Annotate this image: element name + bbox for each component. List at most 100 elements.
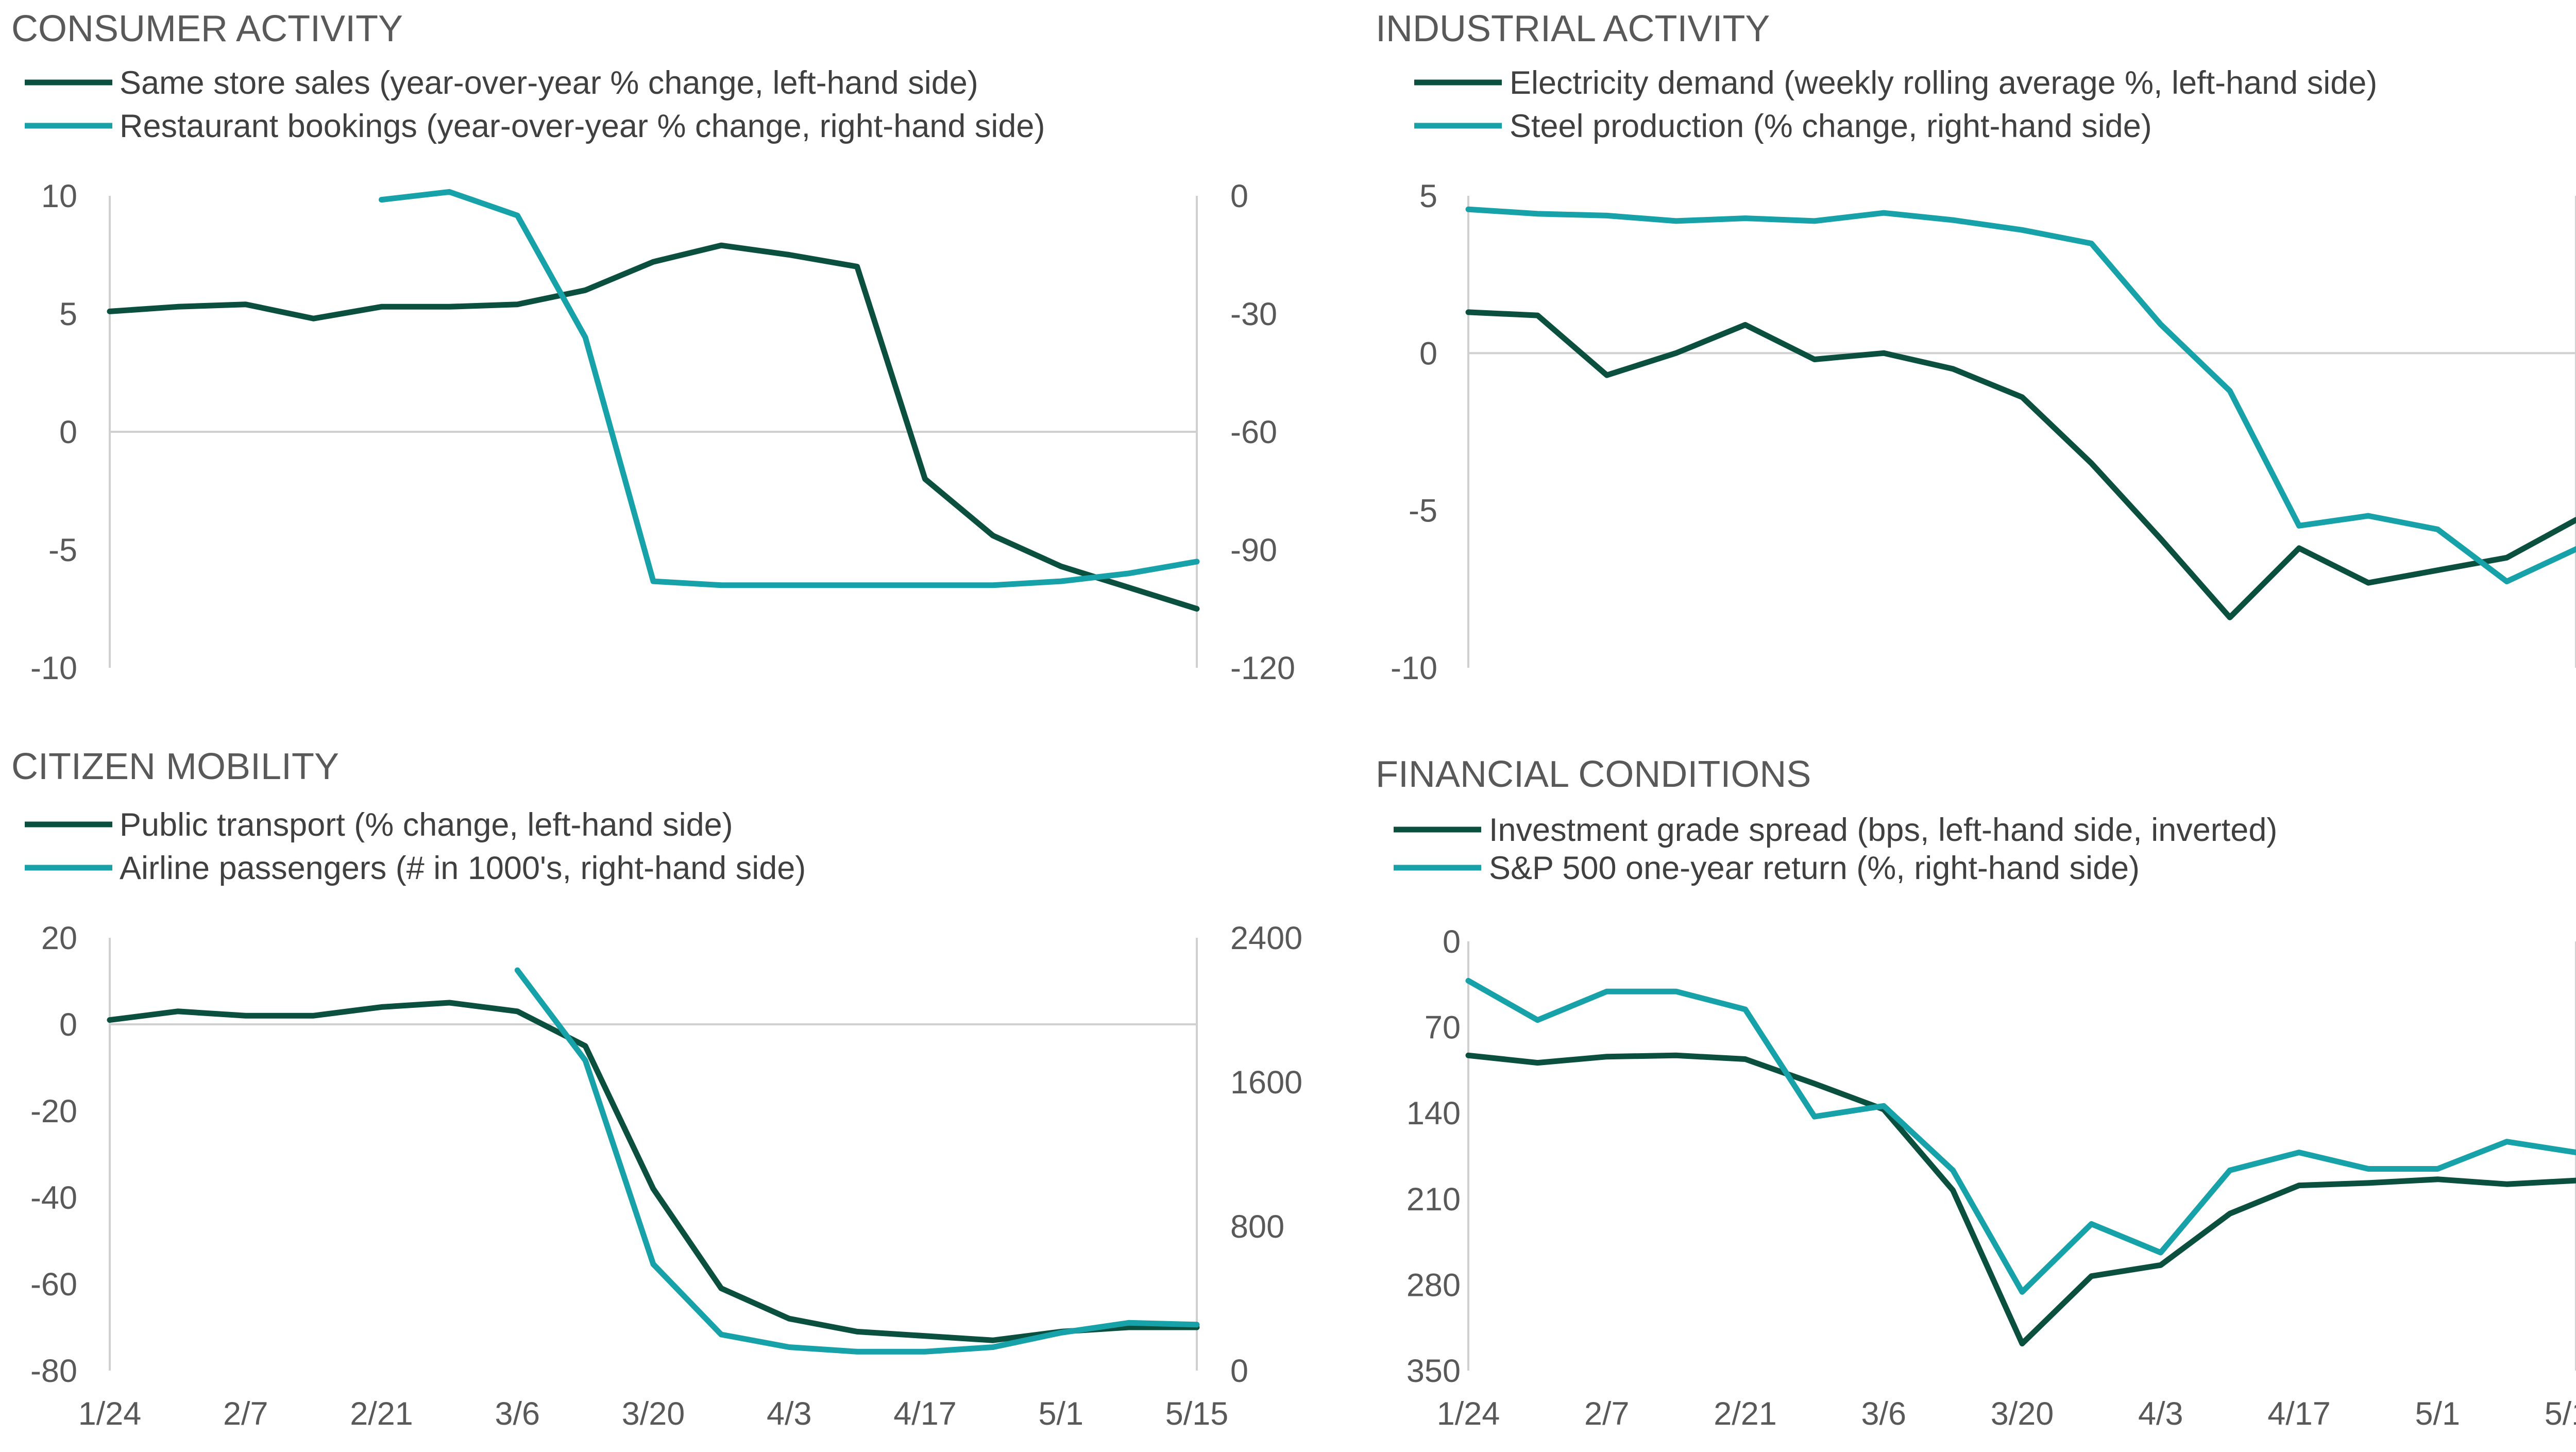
data-point	[1059, 1331, 1063, 1335]
data-point	[2574, 1151, 2576, 1154]
data-point	[1812, 219, 1816, 223]
plot-area: 10 5 0 -5 -10 0 -30 -60 -90 -120	[30, 178, 1295, 686]
data-point	[1674, 351, 1678, 355]
data-point	[1127, 586, 1131, 589]
data-point	[1743, 1007, 1747, 1011]
right-tick-label: -30	[1230, 296, 1277, 332]
data-point	[380, 305, 383, 309]
data-point	[652, 580, 655, 583]
data-point	[1882, 351, 1886, 355]
data-point	[2574, 1179, 2576, 1183]
left-tick-label: -5	[1409, 493, 1437, 529]
chart-financial-conditions: FINANCIAL CONDITIONS Investment grade sp…	[1376, 754, 2576, 1432]
right-tick-label: -60	[1230, 414, 1277, 450]
left-tick-label: 210	[1406, 1181, 1461, 1218]
data-point	[1882, 211, 1886, 215]
data-point	[2574, 518, 2576, 521]
data-point	[1536, 212, 1539, 215]
data-point	[1467, 208, 1470, 211]
chart-title: CONSUMER ACTIVITY	[11, 8, 403, 49]
left-tick-label: -60	[30, 1267, 77, 1303]
x-tick-label: 1/24	[1437, 1396, 1500, 1432]
data-point	[1536, 314, 1539, 317]
data-point	[516, 214, 519, 217]
left-tick-label: 0	[1419, 335, 1437, 372]
data-point	[1951, 367, 1955, 370]
right-tick-label: 2400	[1230, 920, 1302, 956]
data-point	[108, 1018, 111, 1022]
x-tick-label: 2/21	[350, 1396, 413, 1432]
left-tick-label: 0	[1443, 924, 1461, 960]
data-point	[1605, 214, 1608, 217]
plot-area: 07014021028035030150-15-301/242/72/213/6…	[1406, 924, 2576, 1432]
right-tick-label: 0	[1230, 1353, 1248, 1389]
left-tick-label: -10	[1391, 650, 1437, 686]
data-point	[2436, 528, 2439, 531]
data-point	[652, 1187, 655, 1191]
left-tick-label: -5	[48, 532, 77, 568]
plot-area: 50-5-100-10-20-30-40-50	[1391, 178, 2576, 686]
left-tick-label: 10	[41, 178, 77, 214]
x-tick-label: 4/17	[2267, 1396, 2331, 1432]
data-point	[855, 265, 859, 268]
chart-title: CITIZEN MOBILITY	[11, 746, 339, 787]
legend-label: Restaurant bookings (year-over-year % ch…	[120, 108, 1045, 144]
data-point	[380, 198, 383, 201]
data-point	[380, 1005, 383, 1009]
data-point	[2021, 1342, 2024, 1345]
data-point	[719, 244, 723, 247]
data-point	[923, 583, 927, 587]
chart-title: FINANCIAL CONDITIONS	[1376, 754, 1811, 795]
left-tick-label: 5	[1419, 178, 1437, 214]
data-point	[652, 260, 655, 264]
data-point	[2159, 323, 2162, 326]
data-point	[787, 253, 791, 257]
data-point	[1812, 1115, 1816, 1119]
data-point	[1195, 1323, 1198, 1326]
x-tick-label: 2/21	[1714, 1396, 1777, 1432]
data-point	[2090, 462, 2093, 465]
x-tick-label: 3/6	[1861, 1396, 1906, 1432]
x-tick-label: 5/15	[2545, 1396, 2576, 1432]
x-tick-label: 5/1	[1038, 1396, 1083, 1432]
x-tick-label: 4/17	[893, 1396, 957, 1432]
data-point	[1674, 990, 1678, 993]
chart-title: INDUSTRIAL ACTIVITY	[1376, 8, 1770, 49]
chart-consumer-activity: CONSUMER ACTIVITY Same store sales (year…	[11, 8, 1295, 686]
data-point	[1059, 580, 1063, 583]
data-point	[2366, 514, 2370, 518]
series-line-dark	[107, 1000, 1200, 1343]
data-point	[2228, 389, 2232, 393]
data-point	[2228, 1212, 2232, 1215]
data-point	[719, 1287, 723, 1290]
data-point	[2297, 1151, 2301, 1154]
data-point	[2090, 242, 2093, 245]
data-point	[448, 190, 451, 194]
left-tick-label: -40	[30, 1180, 77, 1216]
data-point	[584, 1044, 587, 1048]
left-tick-label: 350	[1406, 1353, 1461, 1389]
data-point	[1743, 216, 1747, 220]
data-point	[584, 335, 587, 339]
data-point	[2436, 1177, 2439, 1181]
data-point	[516, 302, 519, 306]
data-point	[2090, 1222, 2093, 1226]
data-point	[2021, 228, 2024, 232]
left-tick-label: 0	[59, 1007, 77, 1043]
data-point	[1812, 1082, 1816, 1086]
left-tick-label: -20	[30, 1093, 77, 1129]
data-point	[1467, 1054, 1470, 1057]
data-point	[1127, 571, 1131, 575]
left-tick-label: -80	[30, 1353, 77, 1389]
data-point	[108, 310, 111, 313]
legend-label: Investment grade spread (bps, left-hand …	[1489, 812, 2277, 848]
data-point	[516, 969, 519, 972]
left-tick-label: -10	[30, 650, 77, 686]
data-point	[2159, 1251, 2162, 1254]
legend-label: Airline passengers (# in 1000's, right-h…	[120, 850, 806, 886]
data-point	[2436, 568, 2439, 572]
data-point	[991, 583, 995, 587]
left-tick-label: 5	[59, 296, 77, 332]
data-point	[516, 1009, 519, 1013]
